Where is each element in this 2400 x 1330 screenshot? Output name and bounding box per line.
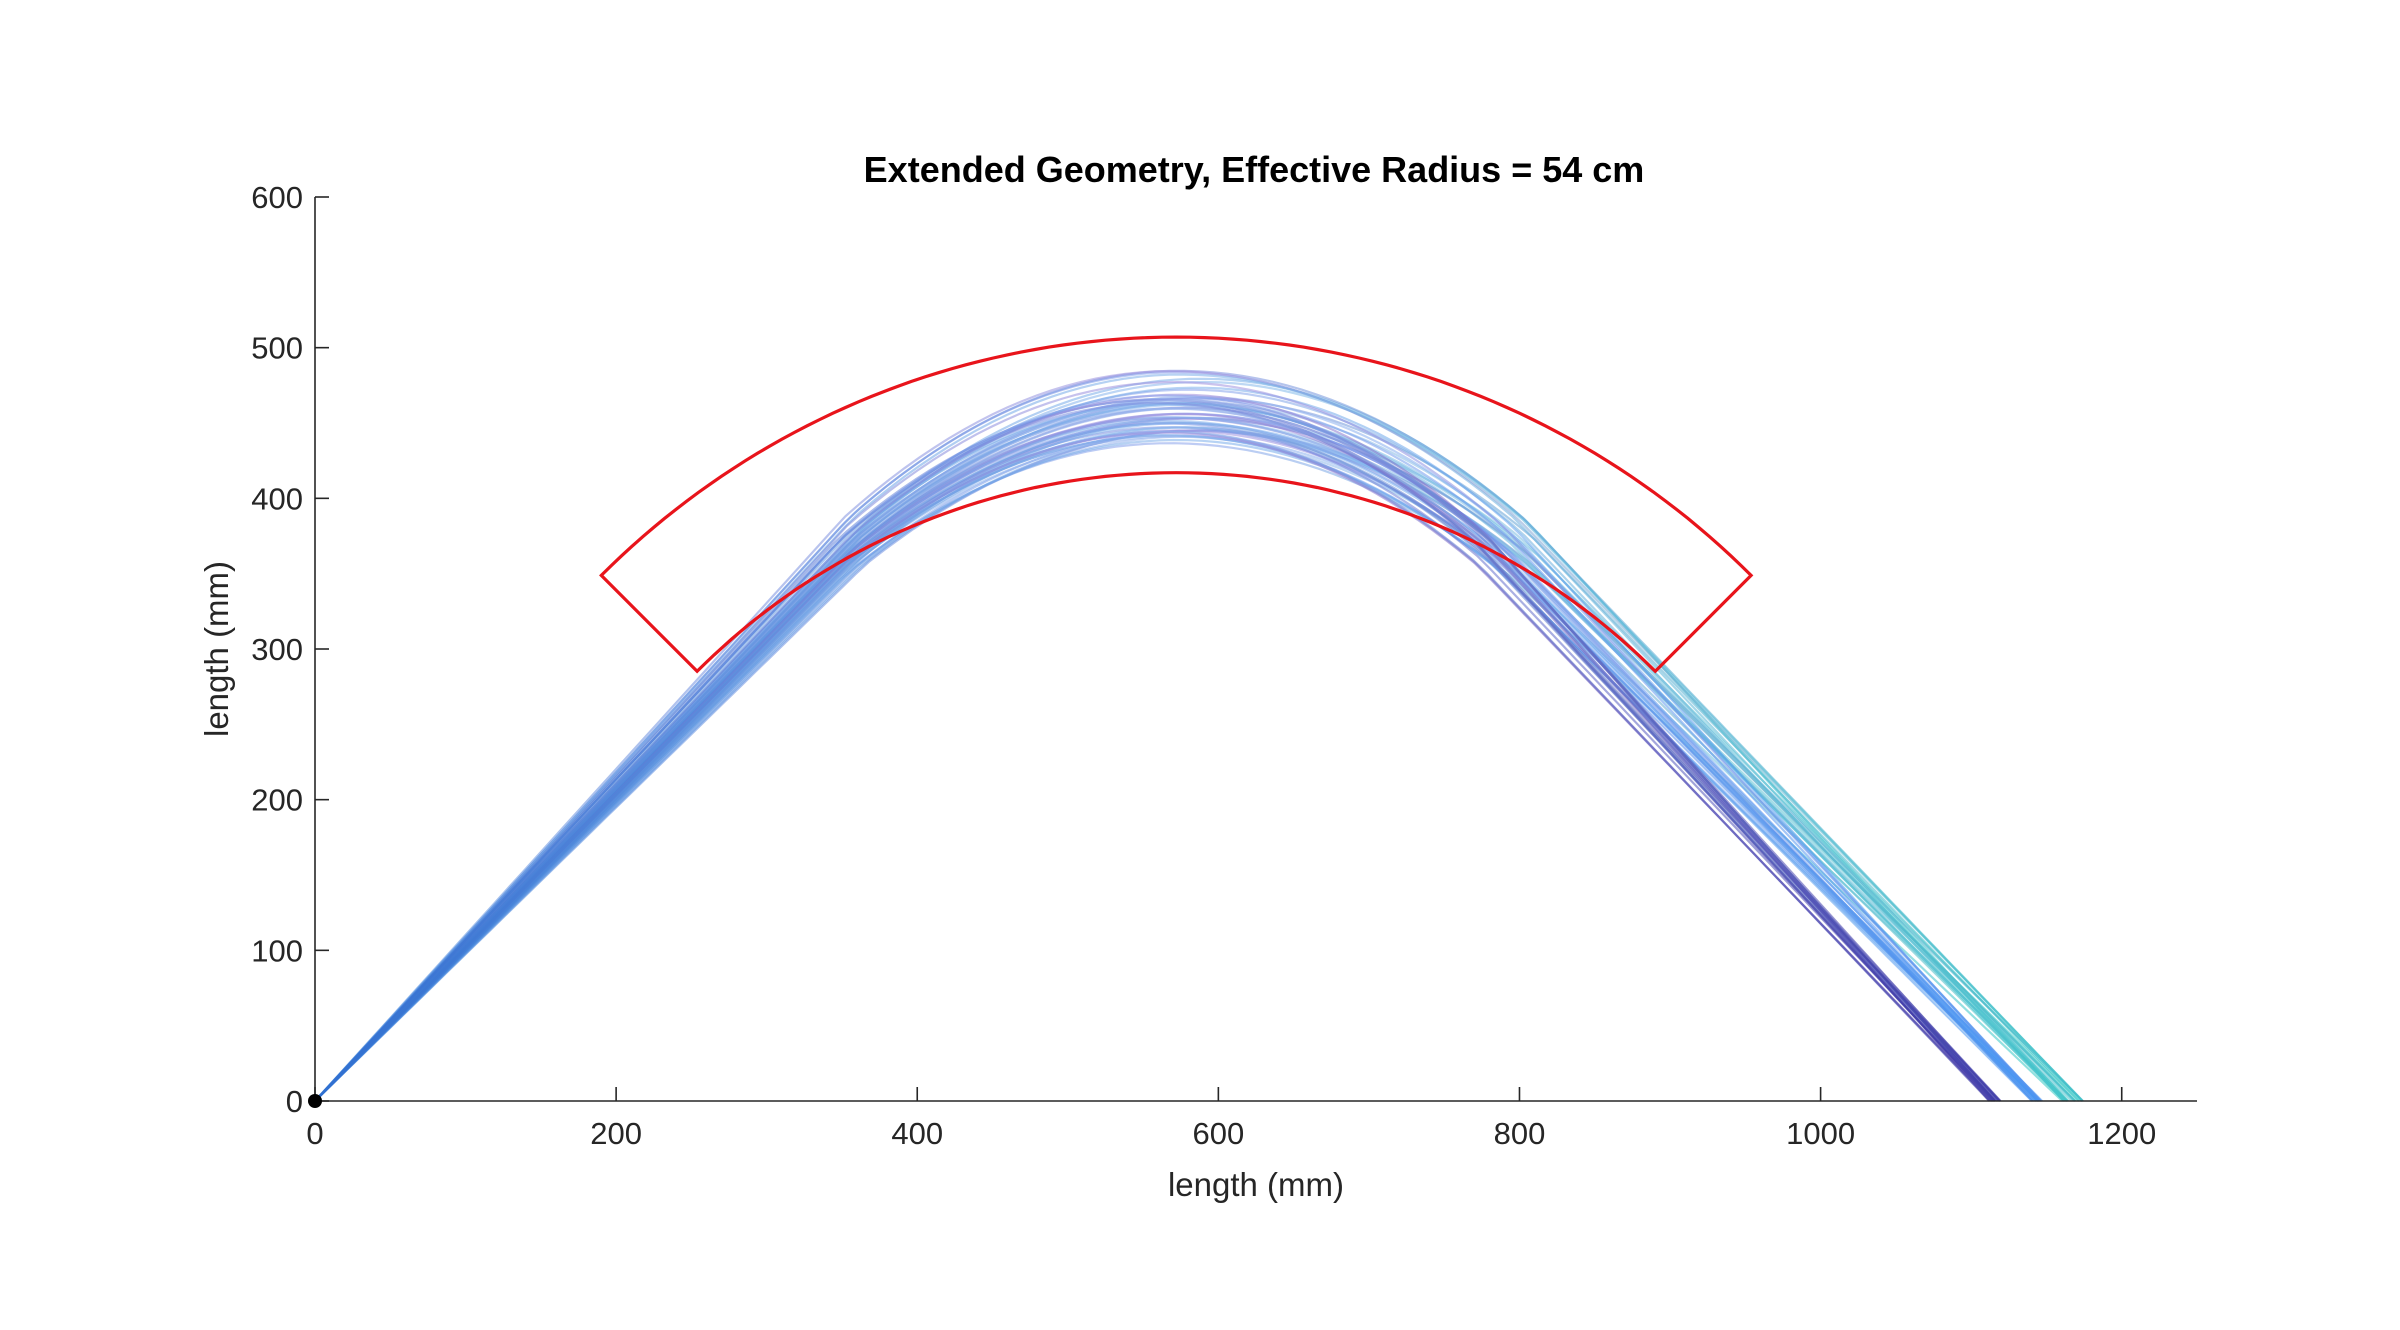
trajectory-line (314, 397, 2034, 1102)
x-tick-label: 200 (590, 1116, 642, 1151)
trajectory-line (314, 416, 2084, 1102)
trajectory-line (314, 401, 2066, 1102)
trajectory-line (314, 416, 2040, 1102)
trajectory-line (314, 421, 2035, 1102)
trajectory-line (314, 377, 2065, 1102)
trajectory-line (314, 434, 2039, 1102)
ticks: 0 200 400 600 800 1000 1200 0 100 200 300 400 500 600 (251, 180, 2156, 1151)
x-tick-label: 400 (891, 1116, 943, 1151)
trajectory-line (314, 416, 2083, 1102)
boundary-region (599, 335, 1754, 674)
trajectory-line (314, 417, 2076, 1102)
trajectory-line (314, 401, 2070, 1102)
x-tick-label: 800 (1494, 1116, 1546, 1151)
y-tick-label: 300 (251, 632, 303, 667)
trajectory-line (314, 435, 2073, 1102)
trajectory-line (314, 394, 1995, 1102)
trajectory-line (314, 395, 2042, 1102)
trajectory-lines (314, 369, 2084, 1102)
trajectory-line (314, 422, 2037, 1102)
trajectory-line (314, 412, 2034, 1102)
y-tick-label: 100 (251, 933, 303, 968)
trajectory-line (314, 402, 2077, 1102)
trajectory-line (314, 396, 2039, 1102)
trajectory-line (314, 397, 2080, 1102)
trajectory-line (314, 429, 2069, 1102)
trajectory-line (314, 438, 2033, 1102)
trajectory-line (314, 370, 2084, 1102)
trajectory-line (314, 435, 2040, 1102)
trajectory-line (314, 371, 2067, 1102)
trajectory-line (314, 407, 2042, 1102)
boundary-outline (599, 335, 1754, 674)
trajectory-line (314, 442, 2064, 1102)
chart-title: Extended Geometry, Effective Radius = 54… (864, 149, 1645, 190)
trajectory-line (314, 380, 2069, 1102)
y-tick-label: 0 (286, 1084, 303, 1119)
trajectory-line (314, 369, 2084, 1102)
trajectory-line (314, 416, 2066, 1102)
y-axis-label: length (mm) (198, 561, 235, 737)
x-tick-label: 0 (306, 1116, 323, 1151)
y-tick-label: 200 (251, 783, 303, 818)
x-tick-label: 1200 (2087, 1116, 2156, 1151)
trajectory-line (314, 416, 2080, 1102)
trajectory-line (314, 426, 2038, 1102)
trajectory-line (314, 421, 1999, 1102)
trajectory-line (314, 426, 2001, 1102)
trajectory-line (314, 429, 2043, 1102)
trajectory-line (314, 429, 2076, 1102)
x-axis-label: length (mm) (1168, 1166, 1344, 1203)
y-tick-label: 600 (251, 180, 303, 215)
x-tick-label: 600 (1192, 1116, 1244, 1151)
trajectory-line (314, 434, 2038, 1102)
origin-marker (308, 1094, 322, 1108)
trajectory-line (314, 373, 2084, 1102)
x-tick-label: 1000 (1786, 1116, 1855, 1151)
y-tick-label: 400 (251, 481, 303, 516)
y-tick-label: 500 (251, 331, 303, 366)
trajectory-line (314, 388, 2065, 1102)
trajectory-line (314, 419, 2041, 1102)
trajectory-line (314, 403, 2076, 1102)
trajectory-line (314, 412, 2040, 1102)
trajectory-line (314, 386, 2040, 1102)
trajectory-line (314, 380, 2042, 1102)
trajectory-line (314, 430, 1991, 1102)
trajectory-line (314, 429, 2068, 1102)
trajectory-line (314, 407, 2002, 1102)
